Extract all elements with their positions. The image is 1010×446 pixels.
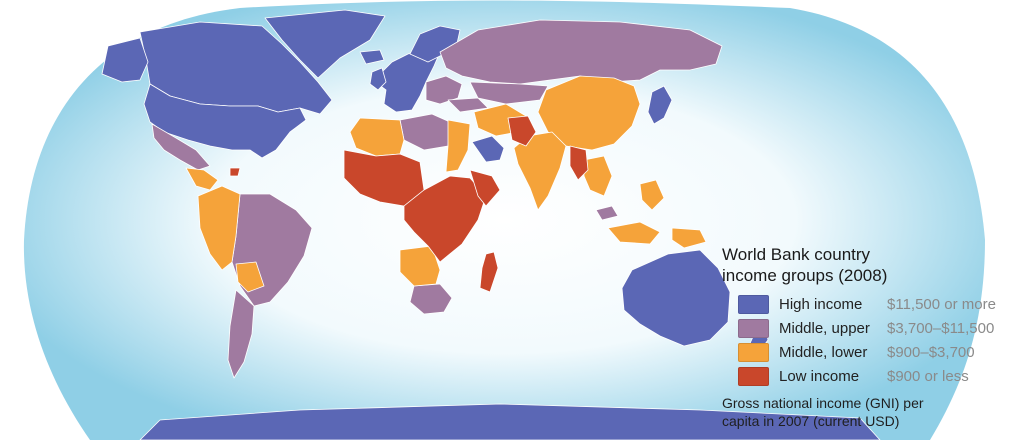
middle-lower-regions <box>185 75 707 293</box>
legend-label-middle-lower: Middle, lower <box>779 343 868 361</box>
high-income-regions <box>101 9 881 441</box>
legend-range-high-income: $11,500 or more <box>887 295 996 313</box>
legend-note-line2: capita in 2007 (current USD) <box>722 413 900 429</box>
legend-swatch-low-income <box>738 366 769 386</box>
legend-swatch-middle-lower <box>738 342 769 362</box>
legend-title-line2: income groups (2008) <box>722 266 888 285</box>
legend: World Bank country income groups (2008) … <box>718 244 1008 430</box>
legend-title: World Bank country income groups (2008) <box>722 244 1008 286</box>
legend-label-high-income: High income <box>779 295 863 313</box>
legend-item-middle-lower: Middle, lower $900–$3,700 <box>718 340 1008 364</box>
legend-item-high-income: High income $11,500 or more <box>718 292 1008 316</box>
legend-item-middle-upper: Middle, upper $3,700–$11,500 <box>718 316 1008 340</box>
low-income-regions <box>229 115 589 293</box>
legend-item-low-income: Low income $900 or less <box>718 364 1008 388</box>
legend-note-line1: Gross national income (GNI) per <box>722 395 924 411</box>
legend-title-line1: World Bank country <box>722 245 871 264</box>
legend-label-low-income: Low income <box>779 367 860 385</box>
legend-label-middle-upper: Middle, upper <box>779 319 870 337</box>
legend-range-low-income: $900 or less <box>887 367 969 385</box>
legend-range-middle-upper: $3,700–$11,500 <box>887 319 995 337</box>
legend-range-middle-lower: $900–$3,700 <box>887 343 975 361</box>
legend-swatch-high-income <box>738 294 769 314</box>
legend-note: Gross national income (GNI) per capita i… <box>722 394 1008 430</box>
legend-swatch-middle-upper <box>738 318 769 338</box>
